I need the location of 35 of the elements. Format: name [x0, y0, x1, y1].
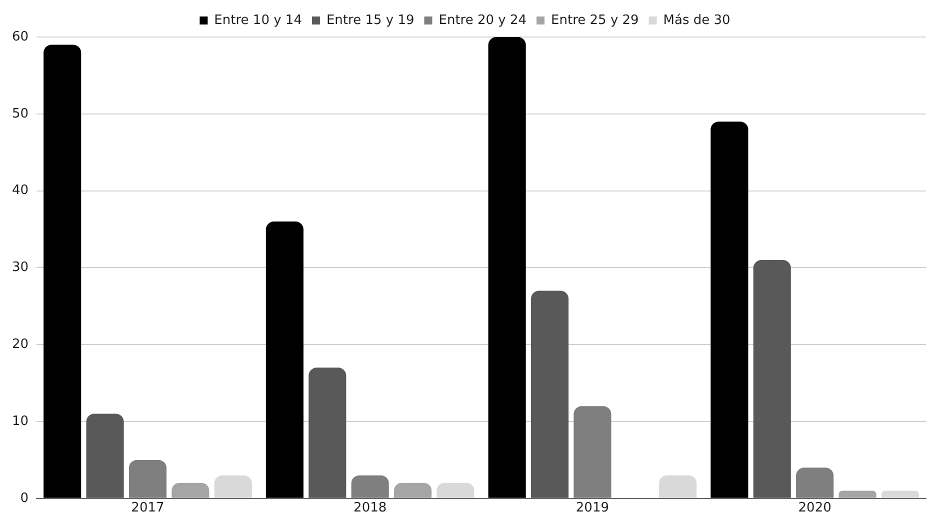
y-tick-label: 60 [12, 29, 29, 44]
legend-label: Entre 20 y 24 [438, 12, 527, 28]
bar [394, 483, 432, 498]
y-tick-label: 20 [12, 336, 29, 352]
bar [488, 37, 526, 498]
bar [710, 122, 748, 498]
bar [753, 260, 791, 498]
bar [659, 475, 697, 498]
y-tick-label: 10 [12, 414, 29, 429]
y-tick-label: 0 [20, 490, 29, 506]
bar [796, 468, 834, 498]
y-tick-label: 40 [12, 183, 29, 198]
bar [172, 483, 210, 498]
bar [574, 406, 612, 498]
legend-label: Entre 10 y 14 [214, 12, 302, 28]
bar [266, 222, 304, 498]
legend-label: Entre 25 y 29 [551, 12, 639, 28]
bar [881, 490, 919, 498]
y-tick-label: 50 [12, 106, 29, 122]
x-tick-label: 2020 [798, 500, 832, 516]
legend-label: Más de 30 [663, 12, 730, 28]
y-tick-label: 30 [12, 260, 29, 276]
x-tick-label: 2018 [354, 500, 387, 516]
bar [351, 475, 389, 498]
bar [44, 44, 82, 498]
bar [214, 475, 252, 498]
bar [838, 490, 876, 498]
x-tick-label: 2019 [576, 500, 609, 516]
bar [308, 368, 346, 498]
bar [530, 290, 569, 498]
x-tick-label: 2017 [131, 500, 164, 516]
bar [86, 414, 124, 498]
bar [128, 460, 167, 498]
bar [436, 483, 474, 498]
legend-label: Entre 15 y 19 [326, 12, 414, 28]
